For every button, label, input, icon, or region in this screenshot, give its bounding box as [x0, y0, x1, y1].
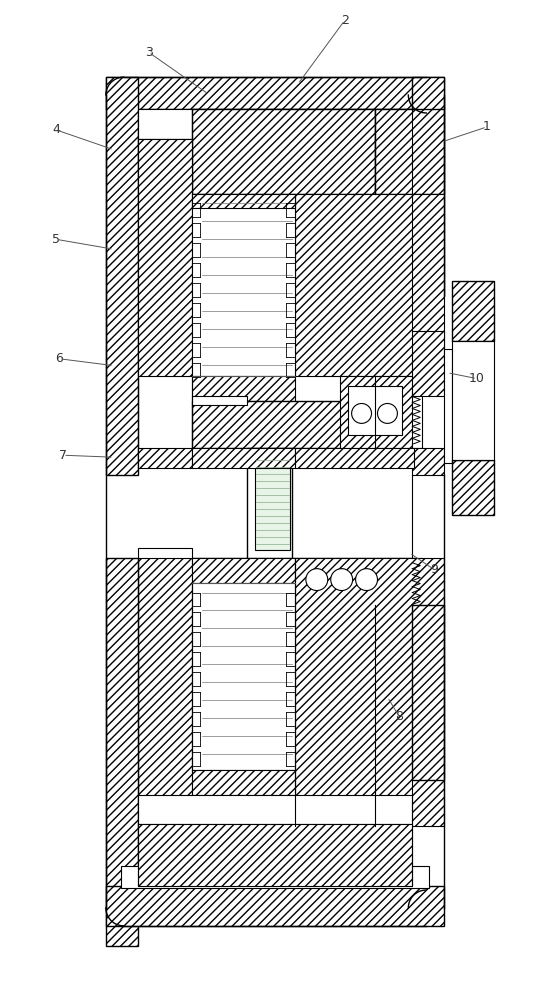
Bar	[412, 391, 422, 448]
Bar	[444, 349, 452, 463]
Bar	[138, 548, 192, 563]
Bar	[106, 77, 444, 109]
Bar	[192, 194, 295, 376]
Bar	[412, 558, 422, 605]
Bar	[106, 558, 138, 946]
Text: 8: 8	[396, 710, 403, 723]
Bar	[138, 795, 412, 824]
Bar	[192, 401, 414, 448]
Text: 1: 1	[483, 120, 491, 133]
Bar	[192, 194, 295, 208]
Bar	[192, 770, 295, 795]
Text: 5: 5	[52, 233, 60, 246]
Bar	[138, 448, 192, 468]
Text: 2: 2	[341, 14, 348, 27]
Text: 3: 3	[145, 46, 152, 59]
Bar	[452, 460, 494, 515]
Ellipse shape	[377, 403, 397, 423]
Text: 9: 9	[430, 563, 438, 576]
Bar	[192, 448, 295, 468]
Bar	[295, 194, 444, 376]
Text: 7: 7	[59, 449, 67, 462]
Bar	[138, 824, 412, 886]
Bar	[412, 605, 444, 780]
Bar	[192, 558, 295, 583]
Ellipse shape	[306, 569, 328, 591]
Bar	[295, 558, 444, 826]
Ellipse shape	[356, 569, 377, 591]
Bar	[121, 109, 429, 124]
Bar	[255, 455, 290, 550]
Bar	[106, 77, 138, 475]
Bar	[452, 281, 494, 341]
Bar	[375, 109, 444, 194]
Bar	[106, 886, 444, 926]
Text: 4: 4	[52, 123, 60, 136]
Bar	[348, 386, 402, 435]
Bar	[138, 109, 412, 139]
Bar	[192, 583, 295, 770]
Text: 10: 10	[469, 372, 485, 385]
Bar	[138, 139, 192, 376]
Bar	[295, 448, 414, 468]
Bar	[452, 341, 494, 460]
Bar	[138, 558, 192, 826]
Bar	[340, 376, 414, 448]
Ellipse shape	[352, 403, 372, 423]
Ellipse shape	[331, 569, 352, 591]
Bar	[138, 558, 414, 605]
Bar	[138, 139, 192, 194]
Bar	[192, 396, 247, 405]
Bar	[412, 448, 444, 475]
Bar	[192, 109, 375, 194]
Bar	[412, 331, 444, 396]
Bar	[192, 376, 295, 401]
Bar	[247, 448, 292, 563]
Bar	[412, 77, 444, 296]
Bar	[121, 866, 429, 888]
Text: 6: 6	[55, 352, 63, 365]
